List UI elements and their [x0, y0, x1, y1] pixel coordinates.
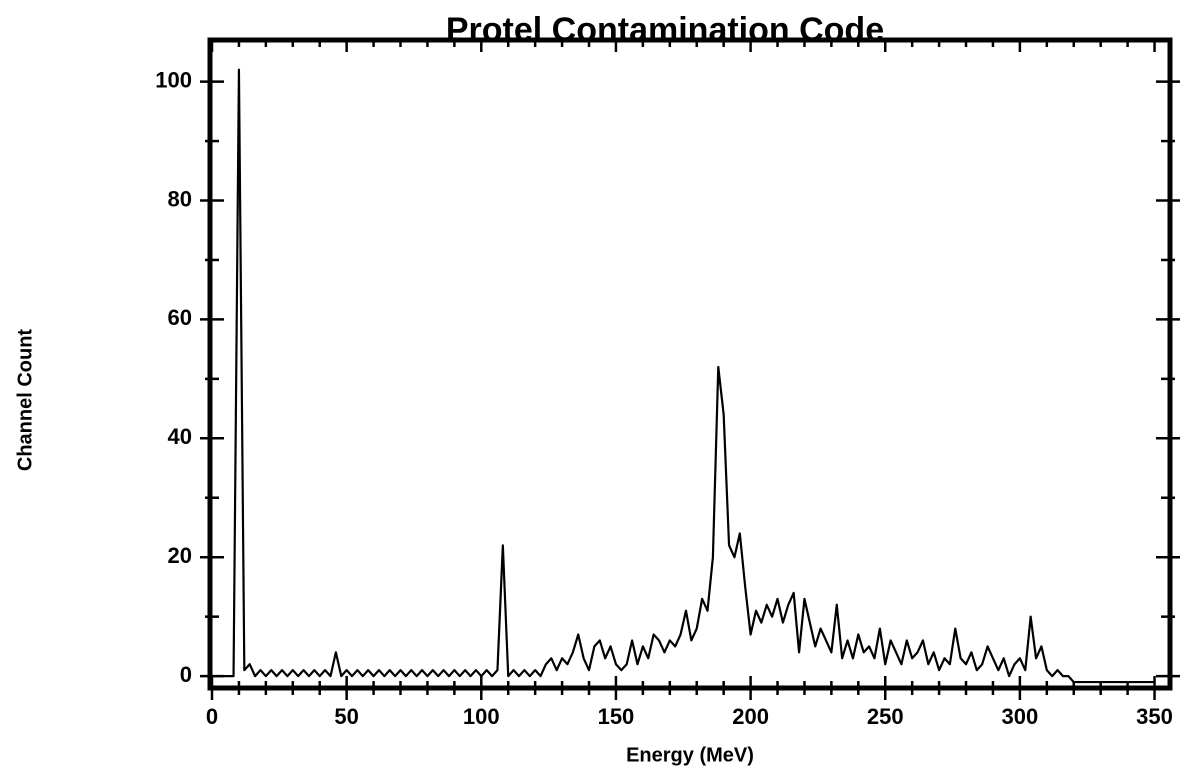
x-tick-label: 150	[598, 704, 635, 729]
y-tick-label: 40	[168, 424, 192, 449]
y-tick-label: 60	[168, 305, 192, 330]
x-tick-label: 300	[1002, 704, 1039, 729]
chart-title: Protel Contamination Code	[446, 11, 884, 49]
y-axis-label: Channel Count	[14, 329, 36, 472]
y-tick-label: 20	[168, 543, 192, 568]
x-tick-label: 250	[867, 704, 904, 729]
x-tick-label: 50	[334, 704, 358, 729]
x-tick-label: 100	[463, 704, 500, 729]
x-tick-label: 350	[1136, 704, 1173, 729]
x-tick-label: 200	[732, 704, 769, 729]
x-axis-label: Energy (MeV)	[626, 744, 754, 766]
data-line	[212, 68, 1155, 684]
y-tick-label: 0	[180, 662, 192, 687]
x-tick-label: 0	[206, 704, 218, 729]
plot-frame	[207, 37, 1173, 691]
y-tick-label: 80	[168, 186, 192, 211]
y-tick-label: 100	[155, 67, 192, 92]
